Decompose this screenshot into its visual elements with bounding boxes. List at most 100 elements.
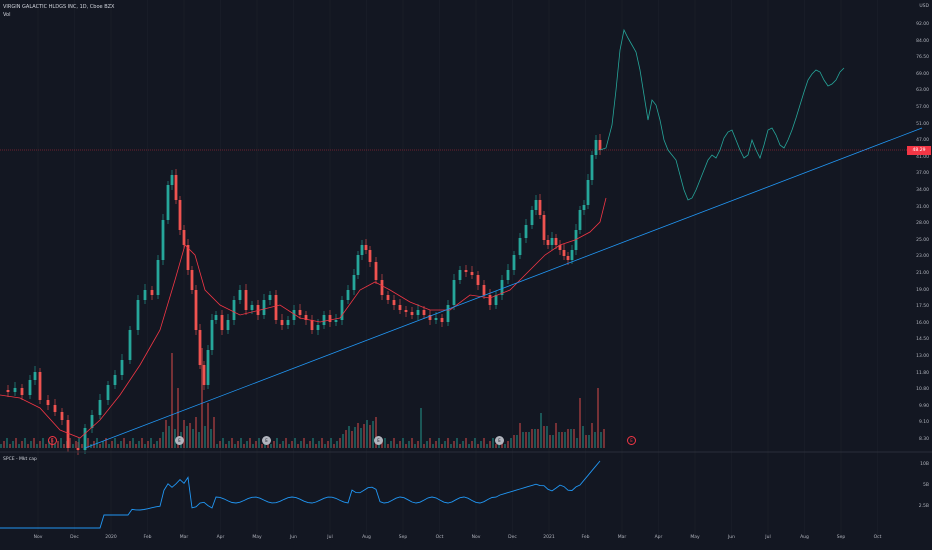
volume-bar — [291, 441, 293, 448]
volume-bar — [603, 429, 605, 448]
price-axis-label: 9.10 — [918, 420, 929, 426]
candle-body — [562, 250, 566, 256]
volume-bar — [486, 444, 488, 448]
volume-bar — [27, 444, 29, 448]
volume-bar — [168, 426, 170, 448]
mktcap-line — [0, 460, 601, 529]
candle-body — [304, 315, 308, 320]
volume-bar — [534, 429, 536, 448]
time-axis-label: Sep — [398, 535, 408, 540]
volume-bar — [99, 444, 101, 448]
candle-body — [546, 240, 550, 245]
volume-bar — [414, 444, 416, 448]
price-axis-label: 47.00 — [916, 138, 929, 144]
time-axis-label: 2020 — [105, 535, 117, 540]
volume-bar — [15, 438, 17, 448]
candle-body — [524, 225, 528, 238]
volume-bar — [594, 432, 596, 448]
time-axis-label: Nov — [33, 535, 43, 540]
earnings-marker[interactable]: E — [495, 436, 504, 445]
volume-bar — [243, 444, 245, 448]
volume-bar — [42, 438, 44, 448]
candle-body — [120, 360, 124, 375]
candle-body — [386, 295, 390, 300]
price-axis-label: 8.30 — [918, 437, 929, 442]
candle-body — [232, 300, 236, 320]
candle-body — [328, 315, 332, 322]
volume-bar — [411, 438, 413, 448]
volume-bar — [9, 444, 11, 448]
candle-body — [360, 245, 364, 255]
volume-bar — [504, 444, 506, 448]
candle-body — [28, 380, 32, 395]
volume-bar — [24, 438, 26, 448]
volume-bar — [507, 441, 509, 448]
upcoming-earnings-marker[interactable]: E — [627, 436, 636, 445]
candle-body — [274, 295, 278, 320]
price-axis-label: 76.50 — [916, 55, 929, 61]
volume-bar — [81, 444, 83, 448]
volume-bar — [195, 417, 197, 448]
earnings-marker[interactable]: E — [374, 436, 383, 445]
candle-body — [166, 185, 170, 220]
candle-body — [298, 310, 302, 315]
volume-bar — [171, 353, 173, 448]
volume-bar — [582, 426, 584, 448]
time-axis-label: Oct — [873, 535, 882, 540]
volume-bar — [183, 420, 185, 448]
price-axis-label: 9.90 — [918, 403, 929, 409]
candle-body — [368, 250, 372, 262]
volume-bar — [597, 388, 599, 448]
candle-body — [83, 428, 87, 450]
volume-bar — [258, 438, 260, 448]
candle-body — [98, 400, 102, 415]
volume-bar — [156, 441, 158, 448]
volume-bar — [273, 441, 275, 448]
candle-body — [198, 330, 202, 365]
candle-body — [250, 305, 254, 310]
volume-bar — [231, 438, 233, 448]
volume-bar — [408, 441, 410, 448]
volume-bar — [33, 438, 35, 448]
volume-bar — [387, 444, 389, 448]
candle-body — [590, 155, 594, 180]
volume-bar — [246, 441, 248, 448]
candle-body — [20, 388, 24, 395]
candle-body — [598, 140, 602, 150]
time-axis-label: Jul — [765, 535, 771, 540]
price-axis-label: 17.50 — [916, 304, 929, 310]
volume-bar — [426, 441, 428, 448]
volume-bar — [540, 413, 542, 448]
price-axis-label: 69.00 — [916, 71, 929, 77]
volume-bar — [282, 441, 284, 448]
price-axis-label: 16.00 — [916, 320, 929, 326]
earnings-marker[interactable]: E — [48, 436, 57, 445]
volume-bar — [147, 441, 149, 448]
volume-bar — [444, 441, 446, 448]
candle-body — [136, 300, 140, 330]
volume-bar — [339, 438, 341, 448]
price-axis-label: 37.00 — [916, 171, 929, 177]
candle-body — [161, 220, 165, 260]
volume-bar — [543, 426, 545, 448]
candle-body — [574, 230, 578, 250]
earnings-marker[interactable]: E — [262, 436, 271, 445]
candle-body — [550, 238, 554, 245]
candle-body — [190, 270, 194, 290]
volume-bar — [432, 444, 434, 448]
volume-bar — [294, 438, 296, 448]
indicator-axis-label: 2.5B — [918, 504, 929, 509]
candle-body — [476, 275, 480, 285]
indicator-axis-label: 10B — [920, 462, 929, 467]
volume-bar — [423, 444, 425, 448]
price-axis-label: 13.00 — [916, 354, 929, 359]
volume-bar — [312, 438, 314, 448]
volume-bar — [438, 438, 440, 448]
volume-bar — [573, 429, 575, 448]
candle-body — [33, 372, 37, 380]
earnings-marker[interactable]: E — [175, 436, 184, 445]
volume-bar — [375, 417, 377, 448]
price-axis-label: 11.80 — [916, 370, 929, 376]
volume-bar — [21, 441, 23, 448]
